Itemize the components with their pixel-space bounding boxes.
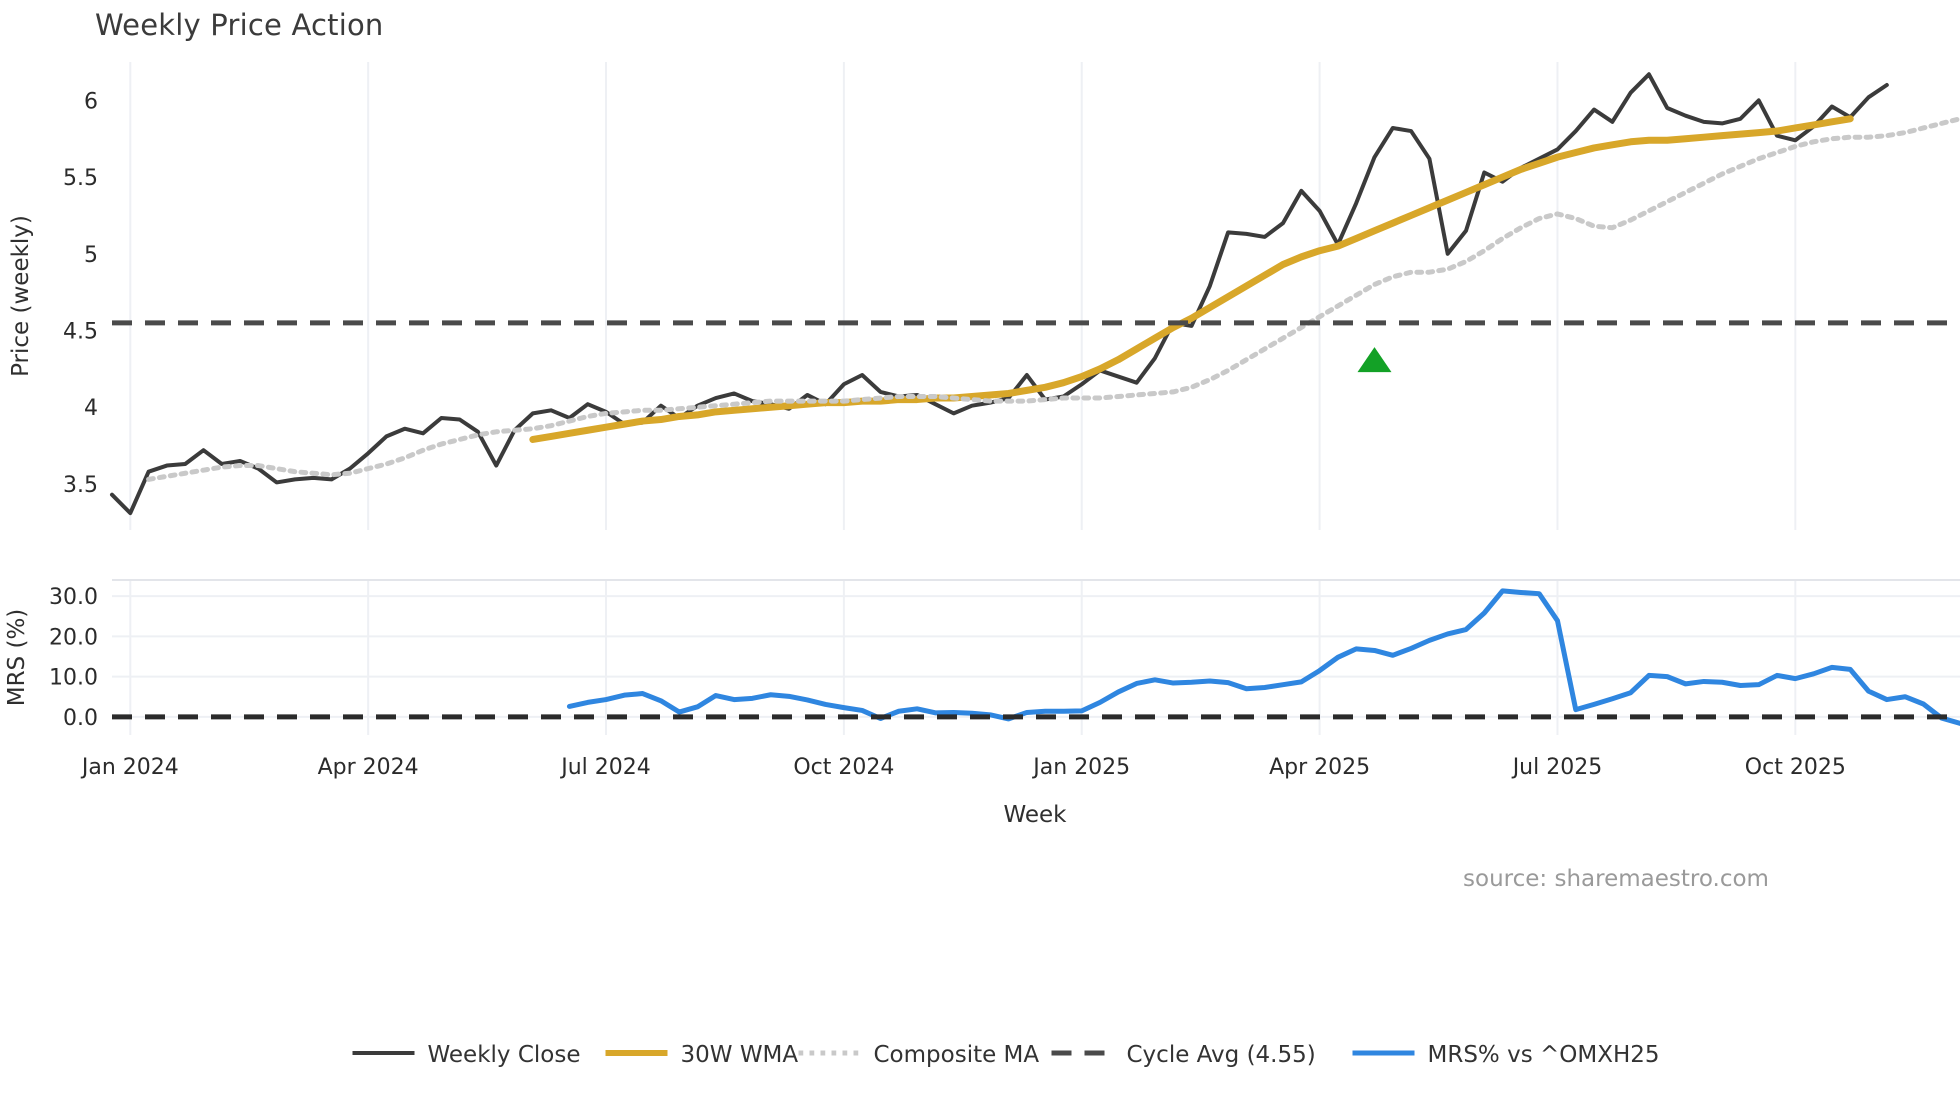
ytick-price-0: 3.5: [63, 473, 98, 498]
grid-vertical: [129, 62, 1797, 735]
ytick-price-1: 4: [84, 396, 98, 421]
ytick-price-5: 6: [84, 89, 98, 114]
ytick-price-3: 5: [84, 243, 98, 268]
xlabel: Week: [1003, 802, 1067, 828]
ytick-mrs-1: 10.0: [49, 666, 98, 691]
legend-label-cycle-avg-4-55[interactable]: Cycle Avg (4.55): [1127, 1042, 1316, 1068]
marker-buy-signal[interactable]: [1357, 347, 1392, 373]
xtick-6: Jul 2025: [1511, 755, 1603, 780]
grid-horizontal-mrs: [112, 579, 1960, 718]
ytick-price-4: 5.5: [63, 166, 98, 191]
legend: Weekly Close 30W WMA Composite MA Cycle Avg…: [352, 1042, 1660, 1068]
legend-label-weekly-close[interactable]: Weekly Close: [428, 1042, 581, 1068]
watermark-group: source: sharemaestro.com: [1463, 866, 1769, 892]
ytick-mrs-2: 20.0: [49, 625, 98, 650]
series-mrs-vs-omxh25: [566, 588, 1960, 726]
series-group-mrs: [566, 588, 1960, 726]
axis-price-y: 3.5 4 4.5 5 5.5 6 Price (weekly): [8, 89, 98, 498]
ylabel-price: Price (weekly): [8, 215, 34, 377]
ytick-price-2: 4.5: [63, 320, 98, 345]
legend-label-mrs-vs-omxh25[interactable]: MRS% vs ^OMXH25: [1428, 1042, 1660, 1068]
xtick-0: Jan 2024: [80, 755, 179, 780]
xtick-4: Jan 2025: [1031, 755, 1130, 780]
xtick-5: Apr 2025: [1269, 755, 1370, 780]
xtick-2: Jul 2024: [559, 755, 651, 780]
annotations: [1357, 347, 1392, 373]
watermark-text: source: sharemaestro.com: [1463, 866, 1769, 892]
xtick-3: Oct 2024: [793, 755, 894, 780]
axis-mrs-y: 0.0 10.0 20.0 30.0 MRS (%): [4, 585, 98, 731]
xtick-7: Oct 2025: [1745, 755, 1846, 780]
ylabel-mrs: MRS (%): [4, 609, 30, 707]
axis-x: Jan 2024 Apr 2024 Jul 2024 Oct 2024 Jan 2025…: [80, 755, 1846, 828]
series-group-price: [110, 72, 1960, 516]
ytick-mrs-0: 0.0: [63, 706, 98, 731]
legend-label-composite-ma[interactable]: Composite MA: [874, 1042, 1040, 1068]
ytick-mrs-3: 30.0: [49, 585, 98, 610]
xtick-1: Apr 2024: [318, 755, 419, 780]
series-composite-ma: [146, 116, 1960, 482]
legend-label-30w-wma[interactable]: 30W WMA: [681, 1042, 799, 1068]
chart-title: Weekly Price Action: [95, 8, 384, 42]
series-30w-wma: [529, 115, 1854, 443]
